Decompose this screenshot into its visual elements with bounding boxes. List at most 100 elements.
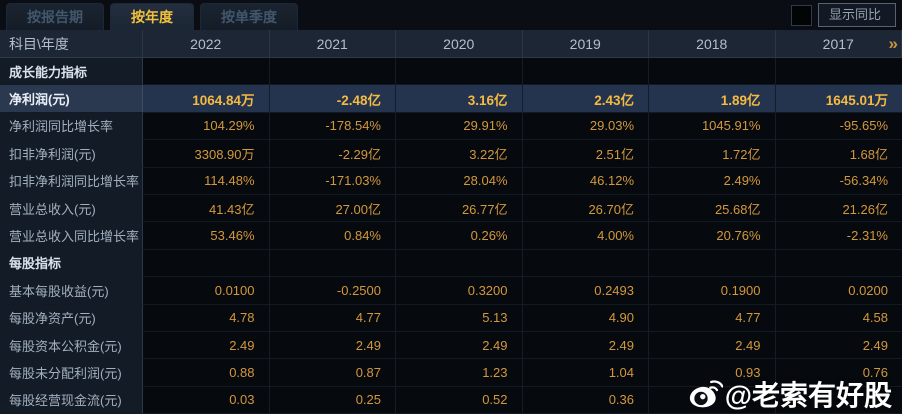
table-row: 净利润同比增长率 104.29% -178.54% 29.91% 29.03% 1045.… [0,112,902,141]
value-cell: 0.52 [396,386,523,414]
more-columns-icon[interactable]: » [888,33,899,53]
row-label: 每股资本公积金(元) [0,331,143,360]
value-cell: -2.48亿 [269,85,396,113]
value-cell: 2.49% [649,167,776,195]
value-cell: 2.49 [396,331,523,360]
table-row: 每股经营现金流(元) 0.03 0.25 0.52 0.36 [0,386,902,414]
column-header-2020: 2020 [396,30,523,58]
value-cell: 0.2493 [522,277,649,305]
value-cell: 25.68亿 [649,194,776,223]
value-cell: 1045.91% [649,112,776,141]
value-cell: 0.36 [522,386,649,414]
value-cell [269,58,396,86]
value-cell: 1.89亿 [649,85,776,113]
value-cell: 0.93 [649,359,776,387]
table-row: 每股净资产(元) 4.78 4.77 5.13 4.90 4.77 4.58 [0,304,902,332]
row-label: 营业总收入同比增长率 [0,222,143,250]
value-cell: 1.04 [522,359,649,387]
value-cell: 0.84% [269,222,396,250]
tab-by-year[interactable]: 按年度 [110,3,194,30]
value-cell: 114.48% [143,167,270,195]
value-cell: 28.04% [396,167,523,195]
value-cell: 0.1900 [649,277,776,305]
value-cell: 26.70亿 [522,194,649,223]
value-cell: -178.54% [269,112,396,141]
row-label: 成长能力指标 [0,58,143,86]
value-cell: 1.72亿 [649,140,776,168]
value-cell: 1.68亿 [775,140,902,168]
column-header-2018: 2018 [649,30,776,58]
value-cell: 0.87 [269,359,396,387]
value-cell [775,249,902,278]
value-cell: 4.77 [649,304,776,332]
table-row: 基本每股收益(元) 0.0100 -0.2500 0.3200 0.2493 0.1900… [0,277,902,305]
table-row: 营业总收入同比增长率 53.46% 0.84% 0.26% 4.00% 20.76% -2.… [0,222,902,250]
value-cell [649,386,776,414]
value-cell: 2.49 [775,331,902,360]
value-cell: 46.12% [522,167,649,195]
table-row: 每股资本公积金(元) 2.49 2.49 2.49 2.49 2.49 2.49 [0,331,902,360]
row-label: 扣非净利润(元) [0,140,143,168]
value-cell [269,249,396,278]
tab-by-single-quarter[interactable]: 按单季度 [200,3,298,30]
value-cell [396,58,523,86]
value-cell: 4.77 [269,304,396,332]
row-label: 每股未分配利润(元) [0,359,143,387]
row-label: 每股净资产(元) [0,304,143,332]
value-cell: 41.43亿 [143,194,270,223]
value-cell: 1645.01万 [775,85,902,113]
value-cell: 53.46% [143,222,270,250]
value-cell: 1.23 [396,359,523,387]
value-cell: 21.26亿 [775,194,902,223]
period-tabbar: 按报告期 按年度 按单季度 显示同比 [0,0,902,30]
value-cell: -95.65% [775,112,902,141]
table-header-row: 科目\年度 2022 2021 2020 2019 2018 2017» [0,30,902,58]
value-cell [522,249,649,278]
value-cell: 2.43亿 [522,85,649,113]
value-cell: 4.58 [775,304,902,332]
value-cell: 1064.84万 [143,85,270,113]
table-row: 扣非净利润同比增长率 114.48% -171.03% 28.04% 46.12% 2.4… [0,167,902,195]
value-cell: 2.49 [649,331,776,360]
value-cell [775,386,902,414]
value-cell: 3308.90万 [143,140,270,168]
value-cell: -2.29亿 [269,140,396,168]
value-cell: 2.51亿 [522,140,649,168]
value-cell: 0.3200 [396,277,523,305]
value-cell: -2.31% [775,222,902,250]
value-cell: 27.00亿 [269,194,396,223]
column-header-2017: 2017» [775,30,902,58]
value-cell [649,58,776,86]
value-cell [522,58,649,86]
row-label: 营业总收入(元) [0,194,143,223]
value-cell [649,249,776,278]
value-cell: 26.77亿 [396,194,523,223]
value-cell: 2.49 [143,331,270,360]
value-cell [396,249,523,278]
value-cell: -56.34% [775,167,902,195]
table-row: 每股未分配利润(元) 0.88 0.87 1.23 1.04 0.93 0.76 [0,359,902,387]
row-label: 每股经营现金流(元) [0,386,143,414]
column-header-2021: 2021 [269,30,396,58]
value-cell: 0.03 [143,386,270,414]
table-row: 营业总收入(元) 41.43亿 27.00亿 26.77亿 26.70亿 25.68亿 21… [0,194,902,223]
tab-by-report-period[interactable]: 按报告期 [6,3,104,30]
show-yoy-checkbox[interactable] [790,5,812,26]
value-cell: 2.49 [522,331,649,360]
value-cell: -0.2500 [269,277,396,305]
value-cell: 29.03% [522,112,649,141]
value-cell: 104.29% [143,112,270,141]
show-yoy-label[interactable]: 显示同比 [817,3,896,27]
section-row: 每股指标 [0,249,902,278]
value-cell: 4.00% [522,222,649,250]
value-cell: 3.16亿 [396,85,523,113]
value-cell: 3.22亿 [396,140,523,168]
value-cell: 20.76% [649,222,776,250]
value-cell: 2.49 [269,331,396,360]
value-cell: 0.26% [396,222,523,250]
row-label: 基本每股收益(元) [0,277,143,305]
value-cell: 29.91% [396,112,523,141]
value-cell: 5.13 [396,304,523,332]
financial-table: 科目\年度 2022 2021 2020 2019 2018 2017» 成长能力指标净利… [0,30,902,414]
